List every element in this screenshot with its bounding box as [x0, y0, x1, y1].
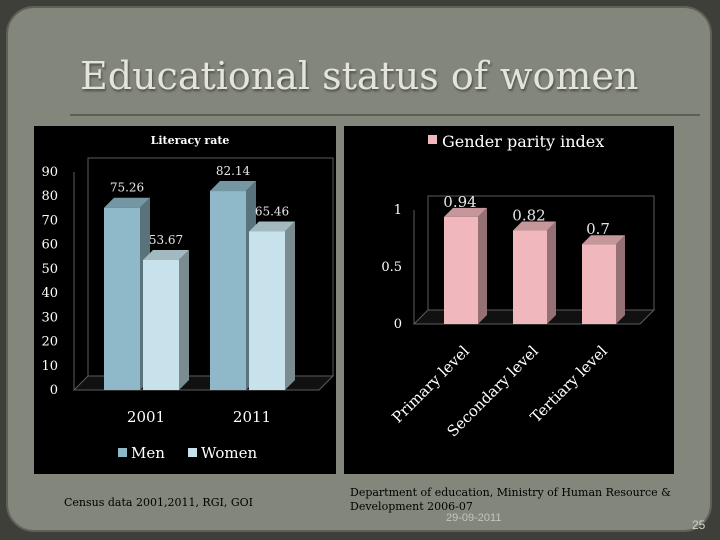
literacy-rate-chart: Literacy rate 0 10 20 30 40 50 60 70 80 90 75.26 53… [34, 126, 336, 474]
chart2-bar-0-top [444, 207, 487, 217]
page-number: 25 [692, 518, 706, 532]
slide-date: 29-09-2011 [446, 512, 502, 524]
chart2-bar-2-side [616, 235, 625, 324]
chart1-bar-men-2001-top [104, 197, 150, 208]
chart2-data-label: 0.7 [586, 220, 610, 238]
chart2-legend-label: Gender parity index [442, 132, 604, 151]
chart1-bar-women-2001-side [179, 249, 189, 390]
chart2-bar-0 [444, 207, 487, 324]
chart2-bar-1-side [547, 221, 556, 324]
chart2-y-tick-label: 0 [394, 317, 402, 332]
gender-parity-chart: Gender parity index 0 0.5 1 0.94 Primary leve… [344, 126, 674, 474]
chart1-legend-label-women: Women [201, 444, 258, 462]
chart2-y-tick-label: 1 [394, 203, 402, 218]
chart1-bar-women-2001-top [143, 249, 189, 260]
chart1-bar-women-2011-front [249, 231, 285, 390]
chart2-bar-2-front [582, 244, 616, 324]
chart2-legend-swatch [428, 135, 437, 144]
literacy-rate-chart-svg: Literacy rate 0 10 20 30 40 50 60 70 80 90 75.26 53… [41, 134, 335, 462]
chart1-bar-women-2001-front [143, 259, 179, 390]
slide-title: Educational status of women [80, 54, 639, 98]
chart1-x-tick-label: 2011 [233, 408, 271, 426]
chart1-bar-men-2011-top [210, 181, 256, 192]
chart1-bar-women-2011 [249, 221, 295, 390]
chart1-bar-women-2011-top [249, 221, 295, 232]
chart1-y-tick-label: 60 [41, 238, 58, 253]
chart2-y-tick-label: 0.5 [381, 260, 402, 275]
source-census: Census data 2001,2011, RGI, GOI [64, 496, 253, 509]
source-department: Department of education, Ministry of Hum… [350, 486, 671, 513]
chart1-title: Literacy rate [151, 134, 230, 147]
chart1-y-tick-label: 90 [41, 165, 58, 180]
chart2-bar-2 [582, 235, 625, 324]
chart1-x-tick-label: 2001 [127, 408, 165, 426]
chart1-legend-label-men: Men [131, 444, 165, 462]
chart2-bar-1-top [513, 221, 556, 231]
chart1-data-label: 75.26 [110, 181, 144, 195]
chart2-data-label: 0.94 [443, 193, 476, 211]
chart1-y-tick-label: 0 [50, 383, 58, 398]
chart2-data-label: 0.82 [512, 207, 545, 225]
chart1-y-tick-label: 50 [41, 262, 58, 277]
chart1-bar-women-2011-side [285, 221, 295, 390]
chart1-data-label: 65.46 [255, 204, 289, 218]
chart1-y-tick-label: 30 [41, 310, 58, 325]
chart1-bar-men-2001 [104, 197, 150, 390]
chart2-bar-0-side [478, 207, 487, 324]
chart1-bar-men-2001-front [104, 207, 140, 390]
title-divider [70, 114, 700, 116]
chart1-y-tick-label: 80 [41, 189, 58, 204]
chart1-bar-women-2001 [143, 249, 189, 390]
chart1-y-tick-label: 70 [41, 213, 58, 228]
chart1-data-label: 82.14 [216, 164, 251, 178]
chart2-bar-1 [513, 221, 556, 324]
chart1-legend-swatch-women [188, 448, 197, 457]
chart1-bar-men-2011-front [210, 191, 246, 390]
chart1-y-tick-label: 20 [41, 335, 58, 350]
chart2-bar-1-front [513, 230, 547, 324]
chart1-y-tick-label: 40 [41, 286, 58, 301]
chart2-bar-2-top [582, 235, 625, 245]
chart2-bar-0-front [444, 216, 478, 324]
chart1-y-tick-label: 10 [41, 359, 58, 374]
chart1-legend-swatch-men [118, 448, 127, 457]
chart1-data-label: 53.67 [149, 233, 183, 247]
